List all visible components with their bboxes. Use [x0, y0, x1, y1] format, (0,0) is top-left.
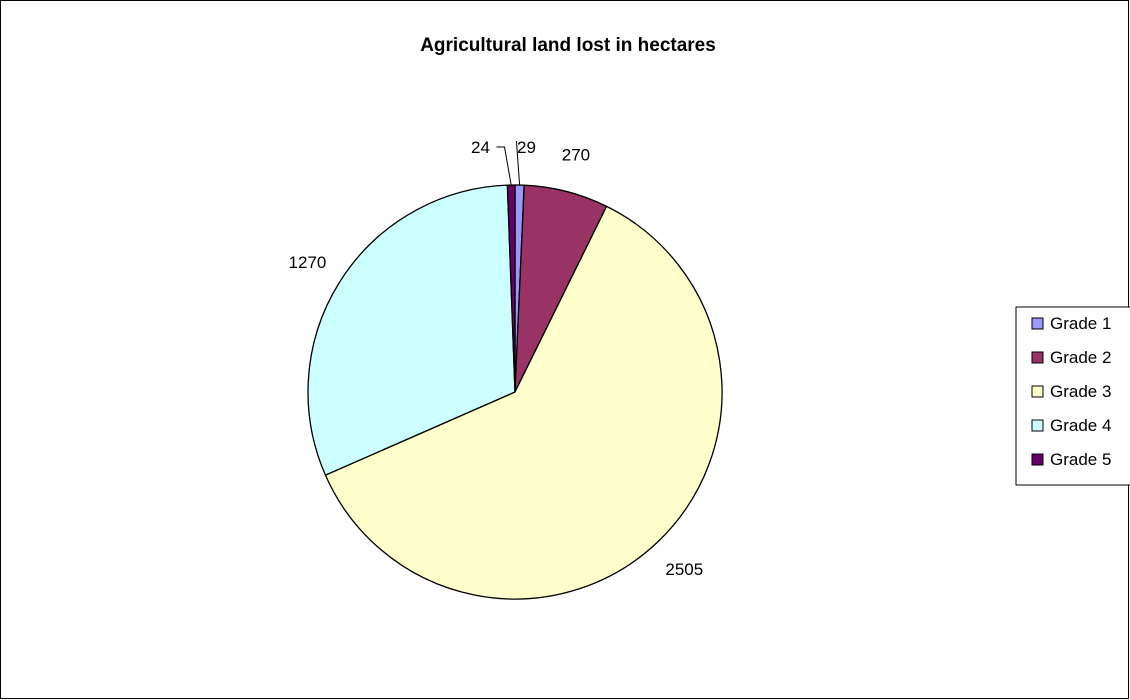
legend-label-grade-4: Grade 4	[1050, 416, 1111, 435]
data-label-grade-4: 1270	[289, 253, 327, 272]
legend-swatch-grade-2	[1031, 351, 1044, 364]
data-label-grade-1: 29	[517, 138, 536, 157]
legend: Grade 1 Grade 2 Grade 3 Grade 4 Grade 5	[1015, 306, 1130, 486]
legend-swatch-grade-1	[1031, 317, 1044, 330]
leader-line-grade-5	[496, 146, 512, 186]
legend-label-grade-2: Grade 2	[1050, 348, 1111, 367]
pie-slice-grade-3	[324, 205, 723, 600]
legend-label-grade-1: Grade 1	[1050, 314, 1111, 333]
pie-slices	[307, 184, 723, 600]
legend-label-grade-3: Grade 3	[1050, 382, 1111, 401]
chart-title: Agricultural land lost in hectares	[420, 35, 716, 56]
leader-line-grade-1	[515, 141, 521, 186]
data-label-grade-3: 2505	[665, 560, 703, 579]
data-label-grade-5: 24	[471, 138, 490, 157]
legend-swatch-grade-5	[1031, 453, 1044, 466]
pie-slice-grade-4	[307, 184, 516, 476]
data-labels: 29 270 2505 1270 24	[289, 138, 704, 579]
legend-swatch-grade-4	[1031, 419, 1044, 432]
data-label-grade-2: 270	[562, 146, 590, 165]
legend-label-grade-5: Grade 5	[1050, 450, 1111, 469]
legend-swatch-grade-3	[1031, 385, 1044, 398]
